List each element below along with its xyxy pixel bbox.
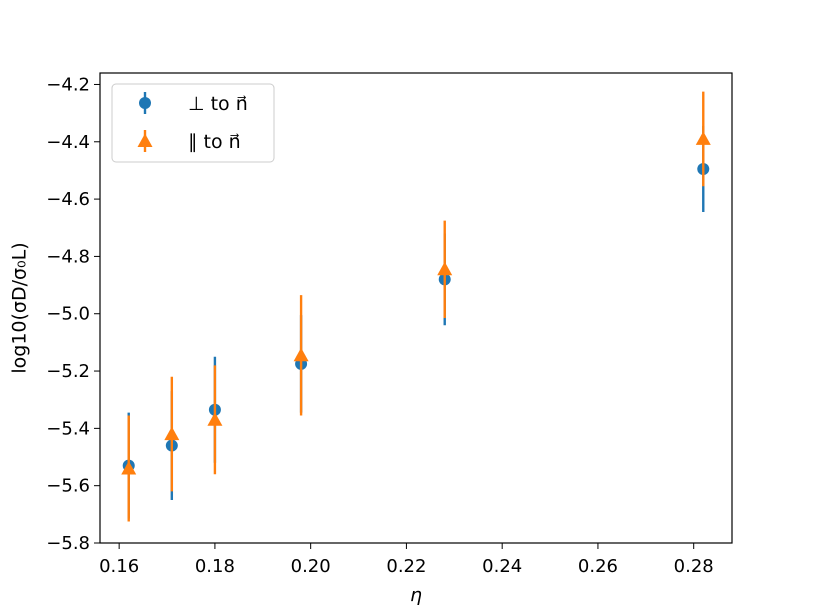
data-point-triangle: [293, 347, 309, 362]
y-tick-label: −5.4: [46, 418, 90, 439]
y-tick-label: −4.2: [46, 74, 90, 95]
y-tick-label: −5.0: [46, 304, 90, 325]
plot-area-frame: [99, 72, 733, 544]
x-axis-label: η: [410, 584, 422, 606]
x-tick-label: 0.20: [291, 556, 331, 577]
data-point-triangle: [121, 460, 137, 475]
x-tick-label: 0.18: [195, 556, 235, 577]
data-point-triangle: [695, 131, 711, 145]
series-parallel: [121, 91, 711, 522]
x-tick-label: 0.28: [674, 556, 714, 577]
y-axis-ticks: −5.8 −5.6 −5.4 −5.2 −5.0 −4.8 −4.6 −4.4 −4.2: [46, 74, 100, 554]
legend-marker-triangle: [137, 133, 153, 147]
y-tick-label: −5.2: [46, 361, 90, 382]
y-tick-label: −5.6: [46, 476, 90, 497]
series-layer: [121, 91, 711, 522]
y-tick-label: −4.6: [46, 189, 90, 210]
y-tick-label: −5.8: [46, 533, 90, 554]
legend-frame: [111, 83, 275, 163]
x-tick-label: 0.26: [578, 556, 618, 577]
y-axis-label: log10(σD/σ₀L): [9, 242, 31, 373]
data-point-triangle: [437, 261, 453, 276]
x-tick-label: 0.22: [386, 556, 426, 577]
legend-label: ⊥ to n⃗: [188, 93, 248, 115]
y-tick-label: −4.8: [46, 246, 90, 267]
data-point-triangle: [164, 426, 180, 441]
series-perpendicular: [122, 126, 710, 519]
data-point-triangle: [207, 412, 223, 426]
legend: ⊥ to n⃗ ∥ to n⃗: [111, 83, 275, 163]
y-tick-label: −4.4: [46, 132, 90, 153]
x-tick-label: 0.16: [99, 556, 139, 577]
legend-label: ∥ to n⃗: [188, 131, 241, 153]
x-axis-ticks: 0.16 0.18 0.20 0.22 0.24 0.26 0.28: [99, 543, 714, 577]
legend-marker-circle: [139, 97, 151, 109]
x-tick-label: 0.24: [482, 556, 522, 577]
